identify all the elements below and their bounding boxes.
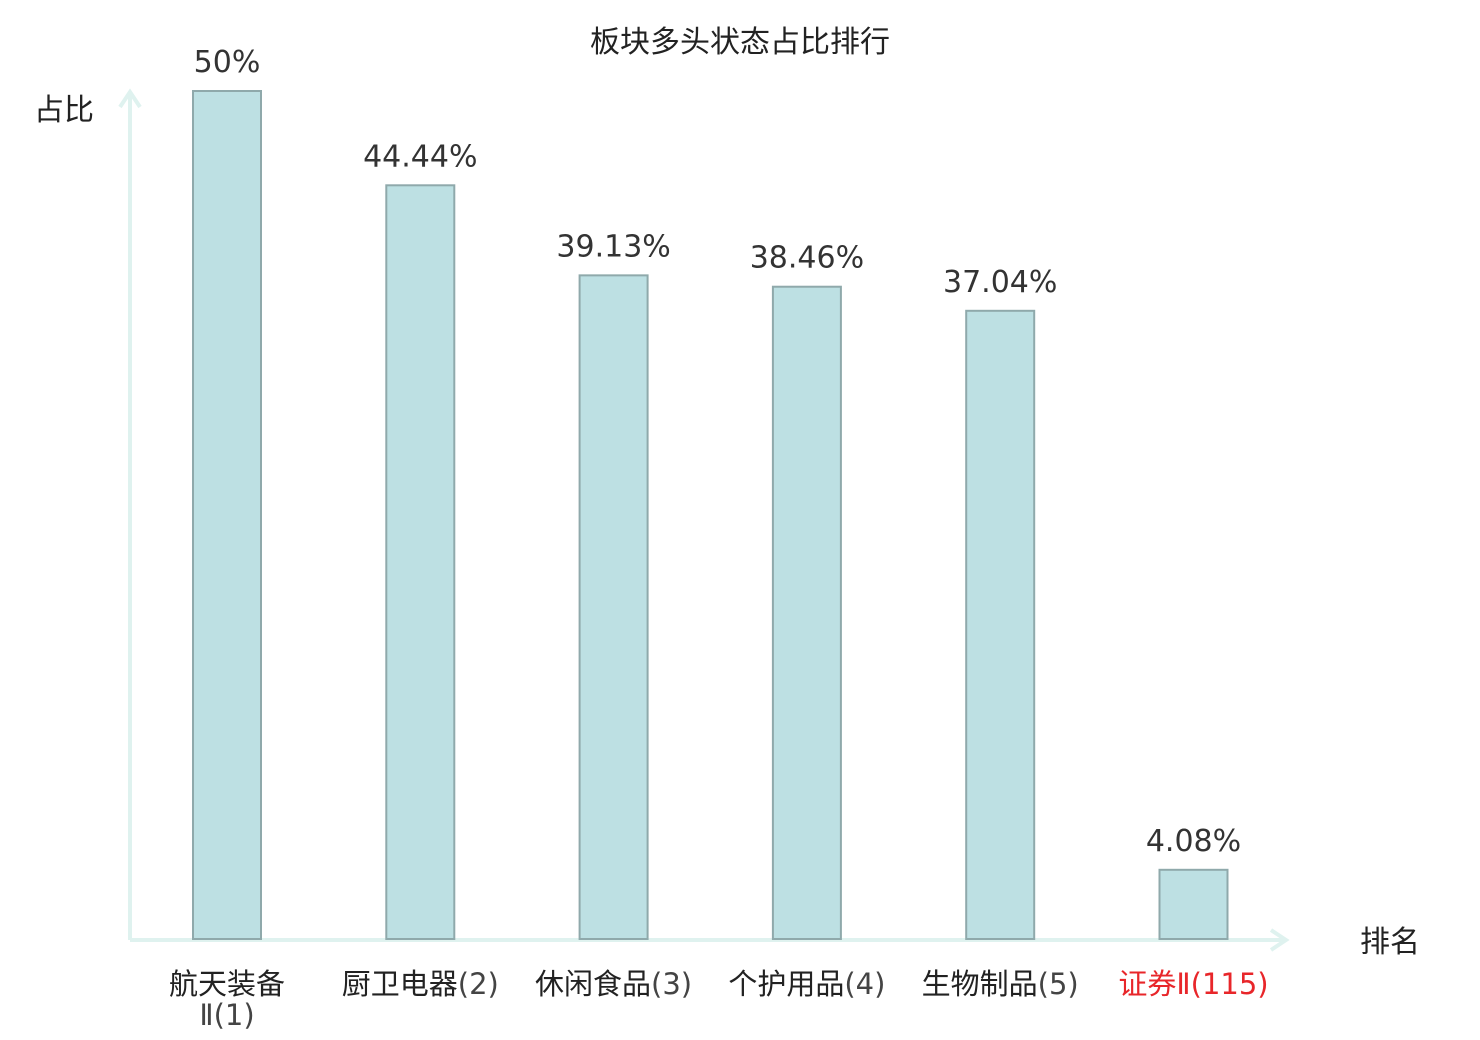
category-name: 休闲食品 <box>535 967 651 1001</box>
category-rank: Ⅱ(1) <box>199 998 254 1032</box>
category-name: 个护用品 <box>728 967 844 1001</box>
bar <box>578 274 649 940</box>
category-rank: (2) <box>458 967 499 1001</box>
bar <box>771 285 842 941</box>
x-axis-arrow <box>1269 928 1290 952</box>
category-name: 证券Ⅱ <box>1118 967 1190 1001</box>
category-label: 证券Ⅱ(115) <box>1118 967 1268 1001</box>
category-rank: (3) <box>651 967 692 1001</box>
bar <box>1158 868 1229 941</box>
bar-value-label: 37.04% <box>943 265 1057 300</box>
category-rank: (115) <box>1191 967 1269 1001</box>
chart-title: 板块多头状态占比排行 <box>590 25 890 60</box>
category-label: 航天装备 Ⅱ(1) <box>169 967 285 1032</box>
category-name: 航天装备 <box>169 967 285 1001</box>
category-rank: (5) <box>1038 967 1079 1001</box>
category-label: 个护用品(4) <box>728 967 885 1001</box>
category-rank: (4) <box>844 967 885 1001</box>
y-axis <box>118 88 142 940</box>
bar <box>965 309 1036 941</box>
category-label: 休闲食品(3) <box>535 967 692 1001</box>
y-axis-arrow <box>118 88 142 109</box>
bar-value-label: 50% <box>194 45 261 80</box>
x-axis <box>130 928 1290 952</box>
bar-value-label: 39.13% <box>556 229 670 264</box>
category-name: 厨卫电器 <box>342 967 458 1001</box>
value-labels-group: 50% 44.44% 39.13% 38.46% 37.04% 4.08% <box>194 45 1242 859</box>
bar-value-label: 38.46% <box>750 241 864 276</box>
y-axis-title: 占比 <box>34 93 94 128</box>
bar <box>192 90 262 940</box>
category-labels-group: 航天装备 Ⅱ(1)厨卫电器(2) 休闲食品(3) 个护用品(4) 生物制品(5) 证券Ⅱ(… <box>169 967 1269 1032</box>
bar <box>385 184 456 940</box>
category-name: 生物制品 <box>922 967 1038 1001</box>
bars-group <box>192 90 1229 941</box>
category-label: 厨卫电器(2) <box>342 967 499 1001</box>
bar-value-label: 44.44% <box>363 139 477 174</box>
x-axis-title: 排名 <box>1360 925 1420 960</box>
category-label: 生物制品(5) <box>922 967 1079 1001</box>
bar-value-label: 4.08% <box>1146 824 1241 859</box>
